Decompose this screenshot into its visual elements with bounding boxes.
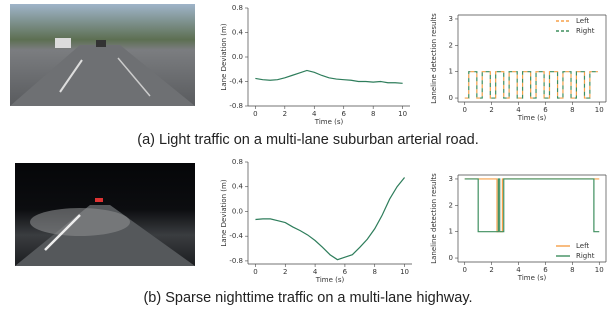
x-tick-label: 6 [543,266,548,274]
caption: (b) Sparse nighttime traffic on a multi-… [143,290,472,306]
legend-label: Left [576,242,589,250]
caption: (a) Light traffic on a multi-lane suburb… [137,132,478,148]
x-tick-label: 10 [400,268,409,276]
y-tick-label: 0.8 [232,4,243,12]
y-tick-label: 0 [449,94,453,102]
y-tick-label: 3 [449,15,453,23]
x-tick-label: 0 [253,110,257,118]
x-tick-label: 2 [489,266,493,274]
y-tick-label: 0.0 [232,207,243,215]
y-axis-label: Lane Deviation (m) [220,23,228,90]
y-tick-label: -0.4 [229,78,243,86]
y-tick-label: -0.4 [229,232,243,240]
data-line [465,179,600,232]
x-tick-label: 10 [595,106,604,114]
x-tick-label: 10 [595,266,604,274]
y-tick-label: -0.8 [229,257,243,265]
y-tick-label: 0.4 [232,29,244,37]
x-tick-label: 2 [283,268,287,276]
y-tick-label: 3 [449,175,453,183]
y-tick-label: 0.4 [232,183,244,191]
y-axis-label: Laneline detection results [430,13,438,104]
x-tick-label: 4 [516,106,521,114]
y-tick-label: 1 [449,68,453,76]
y-tick-label: 0.8 [232,158,243,166]
x-tick-label: 8 [570,106,574,114]
y-axis-label: Lane Deviation (m) [220,179,228,246]
x-tick-label: 4 [312,110,317,118]
x-tick-label: 0 [253,268,257,276]
figure: (a) Light traffic on a multi-lane suburb… [0,0,616,314]
x-tick-label: 6 [341,110,346,118]
legend-label: Right [576,27,595,35]
x-tick-label: 0 [462,106,466,114]
y-tick-label: 0.0 [232,53,243,61]
x-axis-label: Time (s) [517,114,547,122]
x-tick-label: 2 [283,110,287,118]
y-tick-label: 2 [449,41,453,49]
x-tick-label: 10 [398,110,407,118]
data-line [465,179,600,232]
data-line [255,177,404,259]
night-photo [15,163,195,266]
x-tick-label: 0 [462,266,466,274]
x-tick-label: 6 [343,268,348,276]
x-tick-label: 8 [372,268,376,276]
day-photo [10,4,195,106]
x-axis-label: Time (s) [315,276,345,284]
data-line [255,70,402,83]
x-axis-label: Time (s) [314,118,344,126]
x-tick-label: 4 [516,266,521,274]
x-tick-label: 4 [313,268,318,276]
y-tick-label: 0 [449,254,453,262]
y-tick-label: 1 [449,228,453,236]
legend-label: Left [576,17,589,25]
x-tick-label: 8 [570,266,574,274]
x-axis-label: Time (s) [517,274,547,282]
x-tick-label: 6 [543,106,548,114]
y-tick-label: 2 [449,201,453,209]
legend-label: Right [576,252,595,260]
y-axis-label: Laneline detection results [430,173,438,264]
x-tick-label: 2 [489,106,493,114]
data-line [465,72,598,98]
y-tick-label: -0.8 [229,102,243,110]
data-line [465,72,598,98]
x-tick-label: 8 [371,110,375,118]
